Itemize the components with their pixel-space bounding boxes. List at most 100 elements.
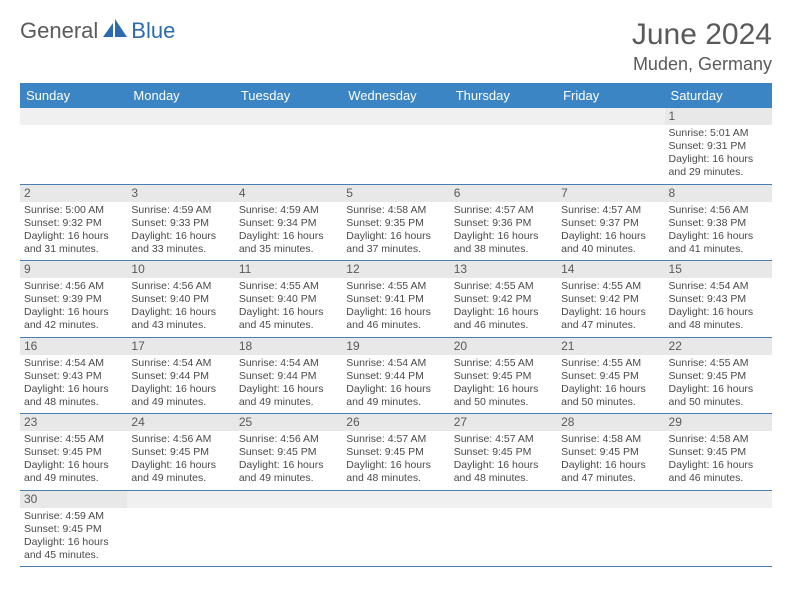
day-number: 28 (557, 414, 664, 431)
daylight-text: Daylight: 16 hours and 49 minutes. (239, 459, 338, 485)
daylight-text: Daylight: 16 hours and 31 minutes. (24, 230, 123, 256)
sunrise-text: Sunrise: 4:54 AM (131, 357, 230, 370)
calendar-cell (665, 490, 772, 567)
day-number: 24 (127, 414, 234, 431)
sunset-text: Sunset: 9:32 PM (24, 217, 123, 230)
sunset-text: Sunset: 9:44 PM (239, 370, 338, 383)
daylight-text: Daylight: 16 hours and 33 minutes. (131, 230, 230, 256)
day-number: 15 (665, 261, 772, 278)
sunrise-text: Sunrise: 4:59 AM (131, 204, 230, 217)
calendar-table: Sunday Monday Tuesday Wednesday Thursday… (20, 83, 772, 567)
day-number: 25 (235, 414, 342, 431)
calendar-cell: 25Sunrise: 4:56 AMSunset: 9:45 PMDayligh… (235, 414, 342, 491)
calendar-cell (235, 490, 342, 567)
sunrise-text: Sunrise: 4:55 AM (454, 357, 553, 370)
calendar-cell: 14Sunrise: 4:55 AMSunset: 9:42 PMDayligh… (557, 261, 664, 338)
sunset-text: Sunset: 9:40 PM (131, 293, 230, 306)
sunrise-text: Sunrise: 4:56 AM (669, 204, 768, 217)
calendar-cell (342, 490, 449, 567)
daylight-text: Daylight: 16 hours and 45 minutes. (24, 536, 123, 562)
day-number: 7 (557, 185, 664, 202)
day-number: 1 (665, 108, 772, 125)
calendar-cell: 10Sunrise: 4:56 AMSunset: 9:40 PMDayligh… (127, 261, 234, 338)
calendar-cell: 21Sunrise: 4:55 AMSunset: 9:45 PMDayligh… (557, 337, 664, 414)
sunrise-text: Sunrise: 4:58 AM (669, 433, 768, 446)
daylight-text: Daylight: 16 hours and 37 minutes. (346, 230, 445, 256)
dayhead-mon: Monday (127, 83, 234, 108)
sail-icon (103, 19, 129, 44)
location-label: Muden, Germany (632, 54, 772, 75)
brand-part1: General (20, 18, 98, 44)
calendar-cell (450, 108, 557, 184)
sunrise-text: Sunrise: 4:59 AM (24, 510, 123, 523)
sunset-text: Sunset: 9:31 PM (669, 140, 768, 153)
day-header-row: Sunday Monday Tuesday Wednesday Thursday… (20, 83, 772, 108)
calendar-cell: 24Sunrise: 4:56 AMSunset: 9:45 PMDayligh… (127, 414, 234, 491)
daylight-text: Daylight: 16 hours and 29 minutes. (669, 153, 768, 179)
daylight-text: Daylight: 16 hours and 42 minutes. (24, 306, 123, 332)
day-number: 17 (127, 338, 234, 355)
daylight-text: Daylight: 16 hours and 48 minutes. (346, 459, 445, 485)
sunrise-text: Sunrise: 4:55 AM (239, 280, 338, 293)
sunset-text: Sunset: 9:45 PM (24, 523, 123, 536)
sunrise-text: Sunrise: 4:56 AM (131, 280, 230, 293)
daylight-text: Daylight: 16 hours and 46 minutes. (454, 306, 553, 332)
daylight-text: Daylight: 16 hours and 47 minutes. (561, 306, 660, 332)
sunset-text: Sunset: 9:42 PM (454, 293, 553, 306)
sunrise-text: Sunrise: 4:57 AM (454, 433, 553, 446)
day-number (235, 108, 342, 125)
daylight-text: Daylight: 16 hours and 46 minutes. (669, 459, 768, 485)
day-number: 8 (665, 185, 772, 202)
calendar-cell: 26Sunrise: 4:57 AMSunset: 9:45 PMDayligh… (342, 414, 449, 491)
daylight-text: Daylight: 16 hours and 45 minutes. (239, 306, 338, 332)
day-number: 18 (235, 338, 342, 355)
day-number (557, 108, 664, 125)
calendar-row: 30Sunrise: 4:59 AMSunset: 9:45 PMDayligh… (20, 490, 772, 567)
day-number: 22 (665, 338, 772, 355)
brand-part2: Blue (131, 18, 175, 44)
calendar-cell: 19Sunrise: 4:54 AMSunset: 9:44 PMDayligh… (342, 337, 449, 414)
calendar-cell (127, 490, 234, 567)
calendar-cell: 2Sunrise: 5:00 AMSunset: 9:32 PMDaylight… (20, 184, 127, 261)
sunrise-text: Sunrise: 4:55 AM (24, 433, 123, 446)
daylight-text: Daylight: 16 hours and 41 minutes. (669, 230, 768, 256)
calendar-cell: 30Sunrise: 4:59 AMSunset: 9:45 PMDayligh… (20, 490, 127, 567)
calendar-cell: 22Sunrise: 4:55 AMSunset: 9:45 PMDayligh… (665, 337, 772, 414)
sunrise-text: Sunrise: 4:55 AM (346, 280, 445, 293)
daylight-text: Daylight: 16 hours and 49 minutes. (131, 459, 230, 485)
dayhead-sat: Saturday (665, 83, 772, 108)
day-number: 6 (450, 185, 557, 202)
day-number (557, 491, 664, 508)
sunrise-text: Sunrise: 4:55 AM (669, 357, 768, 370)
sunset-text: Sunset: 9:40 PM (239, 293, 338, 306)
day-number: 29 (665, 414, 772, 431)
brand-logo: General Blue (20, 18, 175, 44)
daylight-text: Daylight: 16 hours and 50 minutes. (669, 383, 768, 409)
sunset-text: Sunset: 9:44 PM (346, 370, 445, 383)
sunset-text: Sunset: 9:38 PM (669, 217, 768, 230)
day-number: 9 (20, 261, 127, 278)
calendar-cell (450, 490, 557, 567)
sunset-text: Sunset: 9:35 PM (346, 217, 445, 230)
daylight-text: Daylight: 16 hours and 50 minutes. (561, 383, 660, 409)
day-number (20, 108, 127, 125)
daylight-text: Daylight: 16 hours and 50 minutes. (454, 383, 553, 409)
day-number (450, 108, 557, 125)
calendar-cell: 13Sunrise: 4:55 AMSunset: 9:42 PMDayligh… (450, 261, 557, 338)
sunrise-text: Sunrise: 4:58 AM (346, 204, 445, 217)
sunset-text: Sunset: 9:39 PM (24, 293, 123, 306)
sunrise-text: Sunrise: 4:55 AM (561, 357, 660, 370)
calendar-cell: 6Sunrise: 4:57 AMSunset: 9:36 PMDaylight… (450, 184, 557, 261)
calendar-body: 1Sunrise: 5:01 AMSunset: 9:31 PMDaylight… (20, 108, 772, 567)
daylight-text: Daylight: 16 hours and 40 minutes. (561, 230, 660, 256)
day-number: 4 (235, 185, 342, 202)
calendar-cell: 8 Sunrise: 4:56 AMSunset: 9:38 PMDaylight… (665, 184, 772, 261)
sunrise-text: Sunrise: 4:57 AM (346, 433, 445, 446)
calendar-cell (235, 108, 342, 184)
day-number (342, 491, 449, 508)
day-number: 27 (450, 414, 557, 431)
calendar-cell (20, 108, 127, 184)
calendar-cell: 18Sunrise: 4:54 AMSunset: 9:44 PMDayligh… (235, 337, 342, 414)
sunset-text: Sunset: 9:45 PM (561, 446, 660, 459)
sunrise-text: Sunrise: 4:56 AM (131, 433, 230, 446)
